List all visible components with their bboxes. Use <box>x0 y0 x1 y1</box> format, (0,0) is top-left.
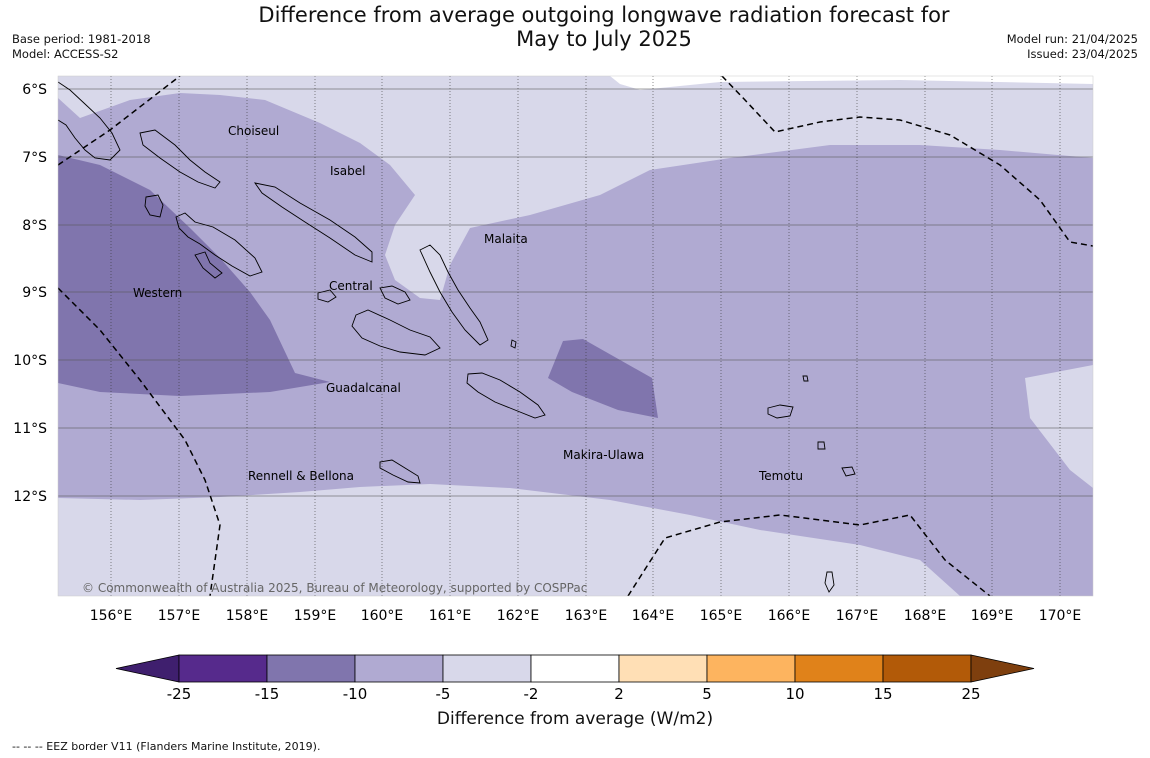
label-isabel: Isabel <box>330 164 365 178</box>
colorbar-extend-min <box>115 654 180 683</box>
rennell-island <box>379 459 421 484</box>
colorbar-tick-label: -2 <box>524 685 539 703</box>
label-temotu: Temotu <box>758 469 803 483</box>
map-area: © Commonwealth of Australia 2025, Bureau… <box>58 76 1093 596</box>
bougainville-coast <box>58 81 121 161</box>
colorbar-extend-max <box>970 654 1035 683</box>
colorbar-tick-label: 25 <box>961 685 980 703</box>
colorbar-tick-label: 10 <box>785 685 804 703</box>
choiseul-island <box>139 129 221 189</box>
label-guadalcanal: Guadalcanal <box>326 381 401 395</box>
lon-label: 159°E <box>294 608 337 624</box>
colorbar-bin <box>178 654 268 683</box>
title-line-1: Difference from average outgoing longwav… <box>258 3 950 27</box>
lon-label: 164°E <box>632 608 675 624</box>
colorbar-tick-label: -15 <box>255 685 280 703</box>
lon-label: 160°E <box>361 608 404 624</box>
lon-label: 169°E <box>971 608 1014 624</box>
lon-label: 156°E <box>90 608 133 624</box>
lat-label: 11°S <box>13 421 47 437</box>
makira-island <box>466 372 546 419</box>
province-labels: Choiseul Isabel Malaita Western Central … <box>133 124 803 483</box>
anomaly-fill-strong-central <box>548 339 658 418</box>
lon-label: 167°E <box>836 608 879 624</box>
title-line-2: May to July 2025 <box>516 27 692 51</box>
longitude-labels: 156°E 157°E 158°E 159°E 160°E 161°E 162°… <box>90 608 1082 624</box>
colorbar-tick-label: -10 <box>343 685 368 703</box>
anomaly-fill-neutral <box>610 76 1093 90</box>
ulawa-island <box>510 339 517 349</box>
colorbar-bin <box>882 654 972 683</box>
colorbar-bin <box>530 654 620 683</box>
colorbar-bin <box>266 654 356 683</box>
eez-footnote: -- -- -- EEZ border V11 (Flanders Marine… <box>12 740 321 753</box>
lon-label: 158°E <box>226 608 269 624</box>
savo-island <box>379 285 411 305</box>
lon-label: 168°E <box>904 608 947 624</box>
duff-islands <box>802 375 809 382</box>
rendova-island <box>194 251 223 279</box>
colorbar-bin <box>618 654 708 683</box>
lat-label: 9°S <box>22 285 47 301</box>
meta-right: Model run: 21/04/2025 Issued: 23/04/2025 <box>1007 32 1138 62</box>
new-georgia-island <box>175 212 263 277</box>
colorbar-tick-label: 15 <box>873 685 892 703</box>
lon-label: 162°E <box>497 608 540 624</box>
malaita-island <box>419 244 489 346</box>
vanikoro-island <box>841 466 856 477</box>
anuta-island <box>824 571 835 593</box>
anomaly-fill-strong-west <box>58 155 330 396</box>
label-central: Central <box>329 279 373 293</box>
lon-label: 165°E <box>700 608 743 624</box>
colorbar-tick-label: -25 <box>167 685 192 703</box>
lon-label: 161°E <box>429 608 472 624</box>
lat-label: 12°S <box>13 489 47 505</box>
lon-label: 163°E <box>565 608 608 624</box>
guadalcanal-island <box>351 309 441 356</box>
lon-label: 157°E <box>158 608 201 624</box>
colorbar: -25 -15 -10 -5 -2 2 5 10 15 25 <box>115 654 1035 703</box>
map-border <box>57 75 1094 597</box>
latitude-labels: 6°S 7°S 8°S 9°S 10°S 11°S 12°S <box>13 82 47 505</box>
lon-label: 170°E <box>1039 608 1082 624</box>
colorbar-bin <box>794 654 884 683</box>
lat-label: 7°S <box>22 150 47 166</box>
label-western: Western <box>133 286 182 300</box>
santa-cruz-island <box>767 404 794 419</box>
colorbar-tick-label: 2 <box>614 685 624 703</box>
meta-left: Base period: 1981-2018 Model: ACCESS-S2 <box>12 32 151 62</box>
model-run-text: Model run: 21/04/2025 <box>1006 32 1138 46</box>
model-text: Model: ACCESS-S2 <box>12 47 119 61</box>
base-period-text: Base period: 1981-2018 <box>12 32 151 46</box>
lat-label: 6°S <box>22 82 47 98</box>
vella-lavella-island <box>144 194 164 218</box>
lat-label: 8°S <box>22 218 47 234</box>
issued-text: Issued: 23/04/2025 <box>1027 47 1138 61</box>
coastlines <box>58 81 856 593</box>
florida-islands <box>317 289 337 303</box>
colorbar-bin <box>442 654 532 683</box>
isabel-island <box>253 182 373 263</box>
label-choiseul: Choiseul <box>228 124 279 138</box>
colorbar-label: Difference from average (W/m2) <box>436 709 714 729</box>
copyright-text: © Commonwealth of Australia 2025, Bureau… <box>82 581 587 595</box>
label-rennell-bellona: Rennell & Bellona <box>248 469 354 483</box>
label-malaita: Malaita <box>484 232 528 246</box>
colorbar-bin <box>354 654 444 683</box>
colorbar-bin <box>706 654 796 683</box>
lat-label: 10°S <box>13 353 47 369</box>
lon-label: 166°E <box>768 608 811 624</box>
latitude-gridlines <box>58 88 1093 497</box>
colorbar-tick-label: -5 <box>436 685 451 703</box>
utupua-island <box>817 441 826 450</box>
label-makira-ulawa: Makira-Ulawa <box>563 448 644 462</box>
colorbar-tick-label: 5 <box>702 685 712 703</box>
